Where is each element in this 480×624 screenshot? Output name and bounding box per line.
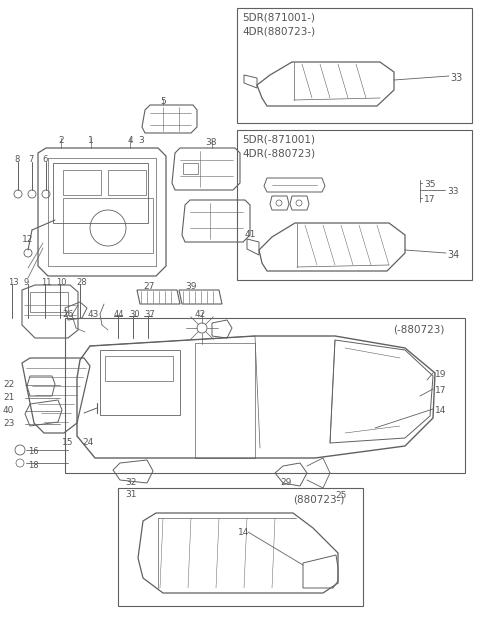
Text: 17: 17 — [435, 386, 446, 395]
Bar — [237, 130, 472, 280]
Text: 28: 28 — [76, 278, 86, 287]
Text: 19: 19 — [435, 370, 446, 379]
Text: 10: 10 — [56, 278, 67, 287]
Text: 44: 44 — [114, 310, 124, 319]
Text: 32: 32 — [125, 478, 136, 487]
Bar — [100, 350, 180, 415]
Text: 4DR(880723-): 4DR(880723-) — [242, 26, 315, 36]
Text: 6: 6 — [42, 155, 48, 164]
Bar — [183, 163, 198, 174]
Text: 41: 41 — [245, 230, 256, 239]
Text: 22: 22 — [3, 380, 14, 389]
Text: 21: 21 — [3, 393, 14, 402]
Text: 39: 39 — [185, 282, 196, 291]
Text: 17: 17 — [424, 195, 435, 204]
Text: 30: 30 — [129, 310, 140, 319]
Text: 5DR(871001-): 5DR(871001-) — [242, 13, 315, 23]
Bar — [30, 292, 68, 312]
Text: 33: 33 — [450, 73, 462, 83]
Text: 18: 18 — [28, 461, 38, 470]
Text: 40: 40 — [3, 406, 14, 415]
Text: 5DR(-871001): 5DR(-871001) — [242, 135, 315, 145]
Bar — [108, 170, 146, 195]
Text: 5: 5 — [160, 97, 166, 106]
Text: 23: 23 — [3, 419, 14, 428]
Text: 26: 26 — [62, 310, 73, 319]
Text: 1: 1 — [88, 136, 94, 145]
Text: 37: 37 — [144, 310, 155, 319]
Text: 12: 12 — [22, 235, 34, 244]
Bar — [105, 356, 173, 381]
Text: 43: 43 — [88, 310, 99, 319]
Text: 38: 38 — [205, 138, 216, 147]
Text: 42: 42 — [195, 310, 206, 319]
Text: 29: 29 — [280, 478, 291, 487]
Bar — [53, 163, 148, 223]
Text: 14: 14 — [238, 528, 250, 537]
Bar — [63, 170, 101, 195]
Text: (-880723): (-880723) — [393, 324, 444, 334]
Text: 7: 7 — [28, 155, 34, 164]
Text: 11: 11 — [41, 278, 51, 287]
Bar — [195, 343, 255, 458]
Text: 24: 24 — [82, 438, 93, 447]
Text: 2: 2 — [58, 136, 64, 145]
Bar — [237, 8, 472, 123]
Text: 31: 31 — [125, 490, 136, 499]
Text: 13: 13 — [8, 278, 19, 287]
Text: 35: 35 — [424, 180, 435, 189]
Bar — [63, 198, 153, 253]
Bar — [118, 488, 363, 606]
Text: 27: 27 — [143, 282, 155, 291]
Text: 4DR(-880723): 4DR(-880723) — [242, 148, 315, 158]
Text: 16: 16 — [28, 447, 38, 456]
Text: 33: 33 — [447, 187, 458, 196]
Text: 8: 8 — [14, 155, 19, 164]
Text: 14: 14 — [435, 406, 446, 415]
Text: 25: 25 — [335, 491, 347, 500]
Text: 3: 3 — [138, 136, 144, 145]
Text: (880723-): (880723-) — [293, 494, 344, 504]
Text: 9: 9 — [24, 278, 29, 287]
Text: 15: 15 — [62, 438, 73, 447]
Text: 34: 34 — [447, 250, 459, 260]
Text: 4: 4 — [128, 136, 133, 145]
Bar — [65, 318, 465, 473]
